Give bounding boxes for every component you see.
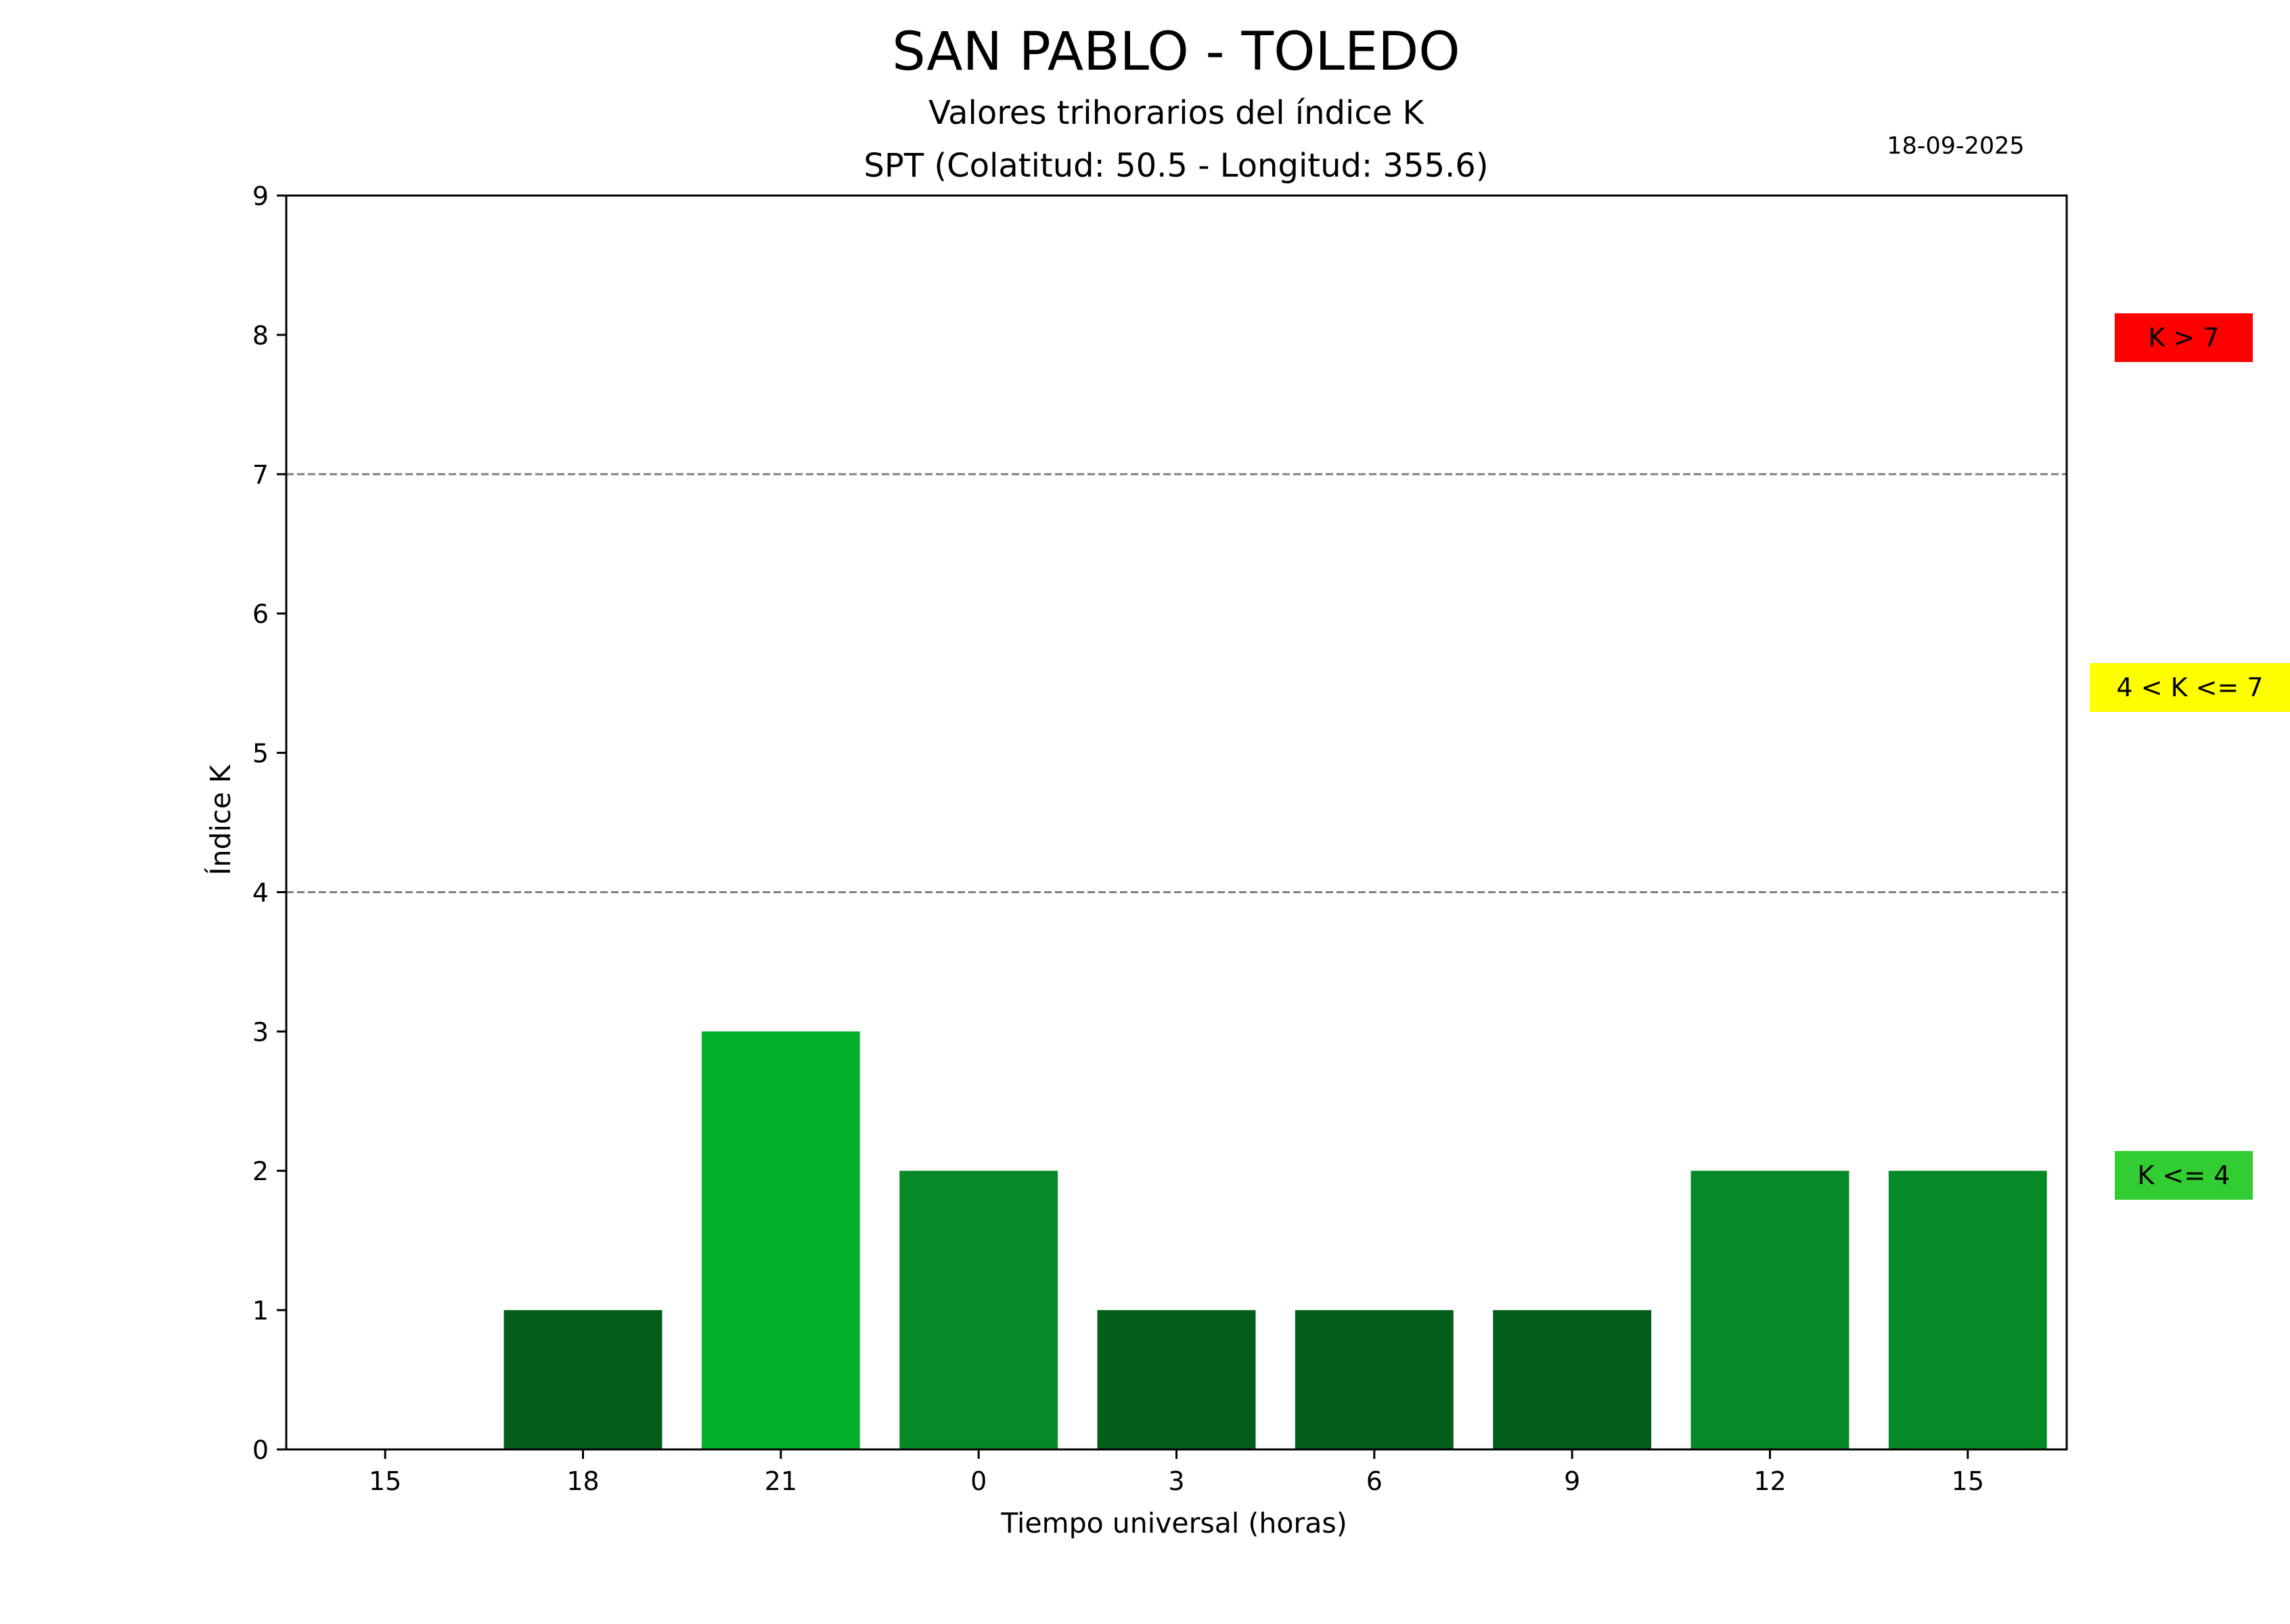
x-tick-label-0: 15 xyxy=(369,1466,401,1496)
bar-2 xyxy=(701,1031,860,1449)
x-axis-label: Tiempo universal (horas) xyxy=(1000,1507,1347,1539)
y-tick-label-0: 0 xyxy=(252,1435,269,1465)
legend: K > 7 4 < K <= 7 K <= 4 xyxy=(2090,313,2290,1200)
x-tick-label-5: 6 xyxy=(1366,1466,1383,1496)
x-tick-label-8: 15 xyxy=(1952,1466,1984,1496)
x-tick-label-1: 18 xyxy=(566,1466,599,1496)
bar-5 xyxy=(1295,1310,1454,1449)
y-tick-label-1: 1 xyxy=(252,1296,269,1326)
plot-area xyxy=(286,473,2067,1449)
chart-subtitle: Valores trihorarios del índice K xyxy=(928,94,1425,132)
x-tick-label-7: 12 xyxy=(1753,1466,1786,1496)
bar-6 xyxy=(1493,1310,1652,1449)
y-tick-label-8: 8 xyxy=(252,321,269,351)
legend-label-1: 4 < K <= 7 xyxy=(2116,673,2263,702)
bar-8 xyxy=(1888,1171,2047,1449)
chart-station: SPT (Colatitud: 50.5 - Longitud: 355.6) xyxy=(863,147,1488,185)
y-axis-label: Índice K xyxy=(204,764,237,875)
y-tick-label-5: 5 xyxy=(252,739,269,769)
bar-3 xyxy=(899,1171,1058,1449)
y-tick-label-2: 2 xyxy=(252,1156,269,1186)
chart-date: 18-09-2025 xyxy=(1887,133,2024,160)
bar-1 xyxy=(503,1310,663,1449)
x-tick-label-4: 3 xyxy=(1168,1466,1184,1496)
legend-box-0 xyxy=(2115,313,2253,362)
chart-title: SAN PABLO - TOLEDO xyxy=(892,22,1460,83)
y-tick-label-4: 4 xyxy=(252,878,269,907)
bar-7 xyxy=(1690,1171,1849,1449)
y-tick-label-9: 9 xyxy=(252,181,269,211)
x-tick-label-2: 21 xyxy=(765,1466,797,1496)
legend-label-0: K > 7 xyxy=(2148,323,2219,353)
y-tick-label-3: 3 xyxy=(252,1017,269,1047)
legend-box-2 xyxy=(2115,1151,2253,1200)
legend-label-2: K <= 4 xyxy=(2138,1160,2230,1190)
legend-box-1 xyxy=(2090,663,2290,712)
bar-4 xyxy=(1097,1310,1256,1449)
y-tick-label-7: 7 xyxy=(252,460,269,490)
x-tick-label-3: 0 xyxy=(970,1466,987,1496)
x-tick-label-6: 9 xyxy=(1564,1466,1580,1496)
y-tick-label-6: 6 xyxy=(252,600,269,629)
